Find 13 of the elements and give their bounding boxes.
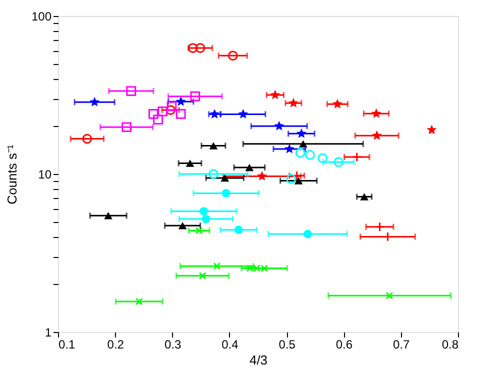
x-tick-label: 0.1 xyxy=(58,338,76,352)
x-tick-label: 0.5 xyxy=(278,338,296,352)
x-tick-label: 0.4 xyxy=(222,338,239,352)
x-tick-label: 0.3 xyxy=(164,338,182,352)
y-tick-label: 100 xyxy=(31,10,52,24)
x-tick-label: 0.8 xyxy=(442,338,459,352)
x-axis-title: 4/3 xyxy=(249,352,268,368)
x-tick-label: 0.2 xyxy=(107,338,124,352)
y-tick-label: 1 xyxy=(44,326,52,340)
y-axis-title: Counts s⁻¹ xyxy=(4,144,20,204)
x-tick-label: 0.7 xyxy=(393,338,410,352)
y-tick-label: 10 xyxy=(38,168,52,182)
x-tick-label: 0.6 xyxy=(336,338,353,352)
